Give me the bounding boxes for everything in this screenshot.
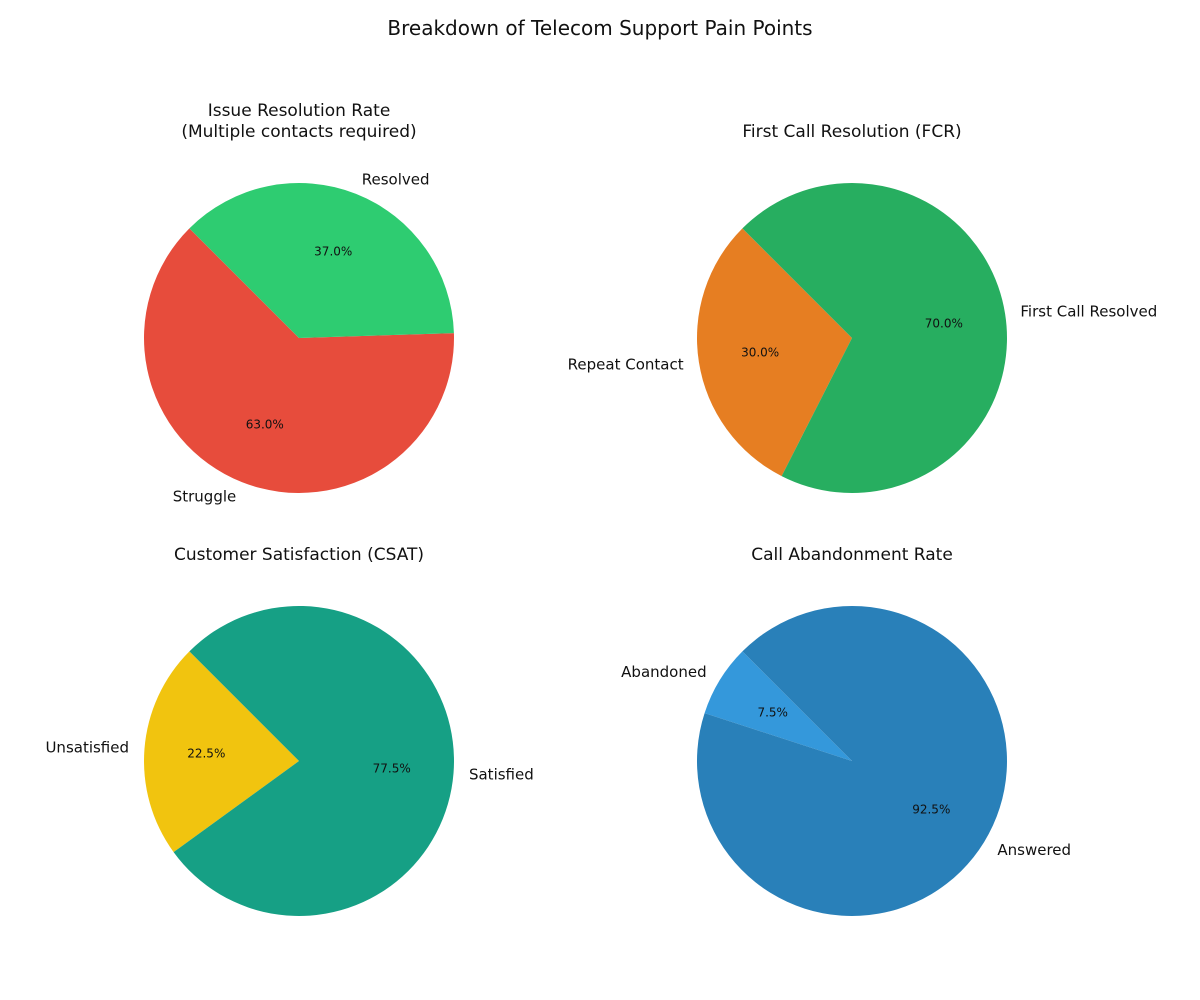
pie-category-label: Unsatisfied [45,739,129,757]
pie-pct-label: 30.0% [741,346,779,360]
pie-pct-label: 70.0% [925,316,963,330]
pie-pct-label: 37.0% [314,245,352,259]
pie-slice-abandoned [704,651,852,761]
pie-category-label: Struggle [173,488,237,506]
pie-category-label: Repeat Contact [568,356,684,374]
pie-slice-answered [697,605,1007,916]
figure-title: Breakdown of Telecom Support Pain Points [387,16,812,40]
pie-title: Call Abandonment Rate [751,545,953,565]
pie-pct-label: 77.5% [373,761,411,775]
pie-category-label: Abandoned [621,663,706,681]
pie-category-label: First Call Resolved [1020,302,1157,320]
pie-slice-unsatisfied [144,651,299,853]
pie-slice-resolved [189,183,454,338]
pie-chart-3: Customer Satisfaction (CSAT) 22.5% Unsatis… [45,545,534,916]
pie-category-label: Answered [997,841,1071,859]
pie-pct-label: 7.5% [757,705,788,719]
pie-slice-satisfied [173,606,455,916]
pie-slice-first-call-resolved [742,182,1007,493]
pie-chart-2: First Call Resolution (FCR) 30.0% Repeat C… [568,122,1157,493]
pie-title: Issue Resolution Rate (Multiple contacts … [181,101,416,142]
pie-title: Customer Satisfaction (CSAT) [174,545,424,565]
pie-category-label: Satisfied [469,765,534,783]
pie-title: First Call Resolution (FCR) [742,122,961,142]
pie-slice-struggle [143,228,455,494]
pie-charts: Issue Resolution Rate (Multiple contacts … [45,101,1157,916]
pie-pct-label: 22.5% [187,747,225,761]
pie-pct-label: 92.5% [912,803,950,817]
pie-chart-1: Issue Resolution Rate (Multiple contacts … [143,101,455,506]
pie-pct-label: 63.0% [246,417,284,431]
pie-chart-4: Call Abandonment Rate 7.5% Abandoned 92.5% A… [621,545,1071,916]
pie-category-label: Resolved [362,170,430,188]
pie-slice-repeat-contact [697,228,852,477]
